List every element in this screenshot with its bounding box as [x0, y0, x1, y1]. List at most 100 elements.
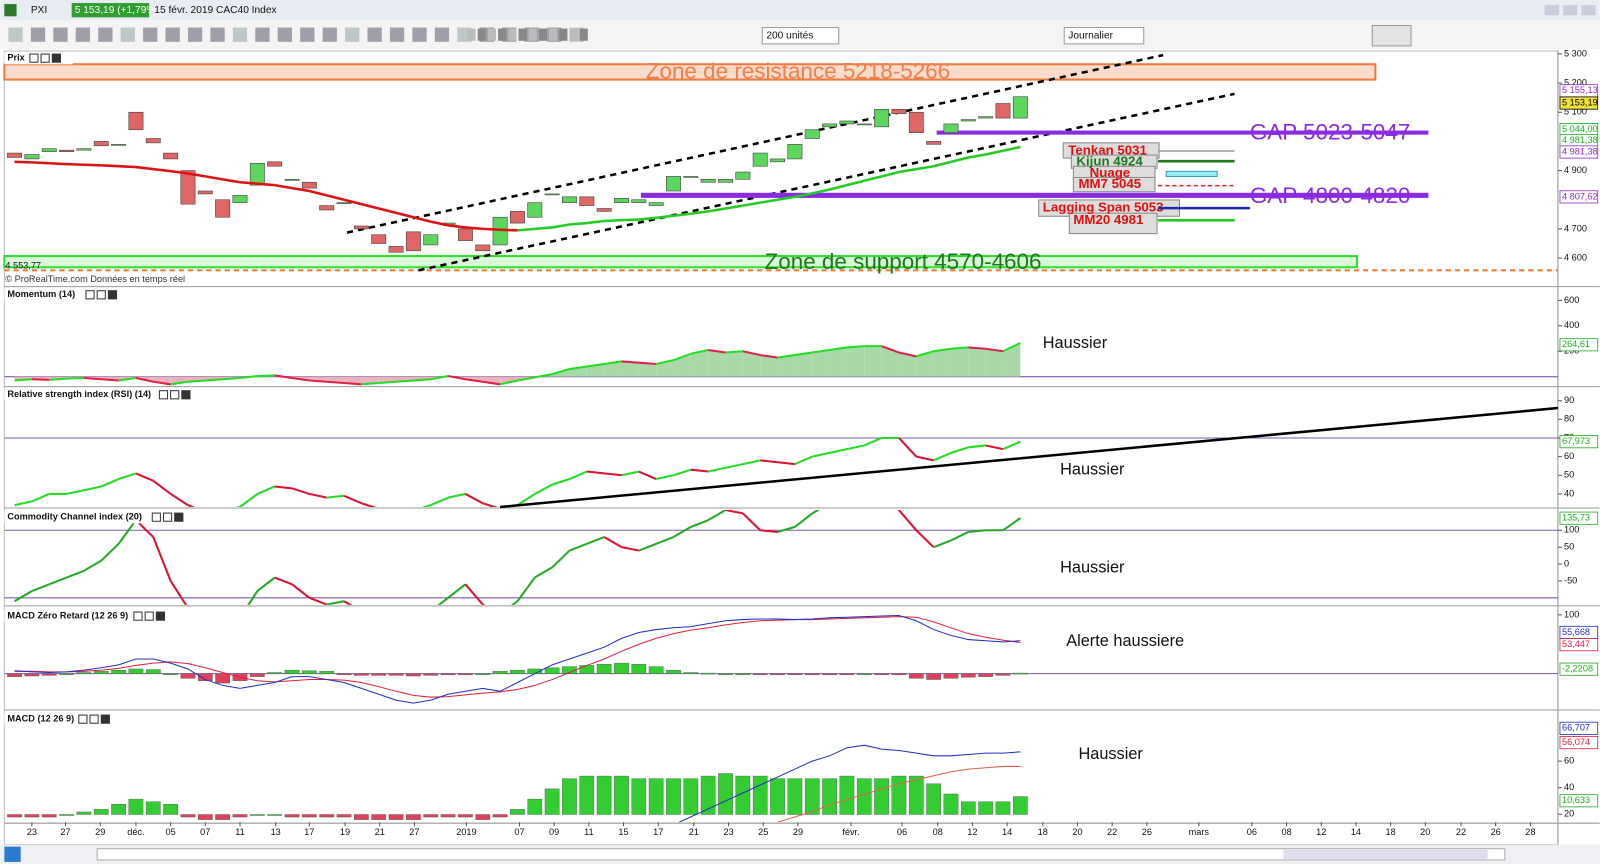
- line-segment: [49, 377, 67, 381]
- candle: [839, 120, 855, 125]
- trend-line: [418, 92, 1235, 272]
- histogram-bar: [874, 673, 889, 675]
- candle: [579, 196, 595, 206]
- candle: [856, 123, 872, 126]
- period[interactable]: Journalier: [1068, 30, 1113, 41]
- tool-button[interactable]: [30, 27, 46, 42]
- chart-type-button[interactable]: [1371, 24, 1412, 47]
- rsi-trend-line: [499, 406, 1559, 509]
- scroll-thumb[interactable]: [1283, 849, 1488, 859]
- tool-button[interactable]: [53, 27, 68, 42]
- panel-icon[interactable]: [100, 714, 110, 724]
- units[interactable]: 200 unités: [766, 30, 813, 41]
- symbol[interactable]: PXI: [31, 5, 47, 16]
- tool-button[interactable]: [322, 27, 337, 42]
- panel-title: Relative strength index (RSI) (14): [7, 389, 151, 399]
- histogram-bar: [267, 814, 283, 816]
- histogram-bar: [93, 671, 109, 674]
- window-button[interactable]: [1563, 5, 1578, 16]
- line-segment: [83, 485, 102, 492]
- panel-icon[interactable]: [181, 390, 191, 400]
- color-swatch[interactable]: [477, 28, 486, 41]
- color-swatch[interactable]: [569, 28, 578, 41]
- panel-icon[interactable]: [133, 611, 143, 621]
- scrollbar[interactable]: [96, 848, 1506, 861]
- period-select[interactable]: [1063, 27, 1145, 45]
- tool-button[interactable]: [120, 27, 135, 42]
- color-swatch[interactable]: [498, 28, 507, 41]
- histogram-bar: [510, 809, 525, 815]
- tool-button[interactable]: [232, 27, 248, 42]
- comment: Alerte haussiere: [1066, 632, 1184, 650]
- panel-icon[interactable]: [78, 714, 88, 724]
- window-button[interactable]: [1581, 5, 1596, 16]
- window-button[interactable]: [1544, 5, 1559, 16]
- panel-icon[interactable]: [158, 390, 169, 400]
- tool-button[interactable]: [165, 27, 180, 42]
- panel-icon[interactable]: [89, 714, 99, 724]
- color-swatch[interactable]: [487, 28, 497, 41]
- panel-icon[interactable]: [96, 290, 106, 300]
- tool-button[interactable]: [389, 27, 405, 42]
- line-segment: [361, 382, 379, 386]
- tool-button[interactable]: [300, 27, 315, 42]
- line-segment: [205, 378, 223, 382]
- line-segment: [395, 379, 414, 383]
- tool-button[interactable]: [210, 27, 225, 42]
- tool-button[interactable]: [412, 27, 427, 42]
- panel-icon[interactable]: [170, 390, 180, 400]
- histogram-bar: [770, 673, 785, 675]
- line-segment: [437, 597, 449, 605]
- candle: [197, 190, 213, 195]
- line-segment: [395, 211, 414, 219]
- line-segment: [291, 583, 310, 599]
- tool-button[interactable]: [367, 27, 382, 42]
- line-segment: [170, 380, 189, 386]
- tool-button[interactable]: [187, 27, 203, 42]
- panel-icon[interactable]: [40, 53, 50, 63]
- color-swatch[interactable]: [559, 28, 568, 41]
- color-swatch[interactable]: [528, 28, 537, 41]
- panel-icon[interactable]: [107, 290, 118, 300]
- tool-button[interactable]: [143, 27, 158, 42]
- color-swatch[interactable]: [538, 28, 548, 41]
- candle: [336, 202, 352, 204]
- tool-button[interactable]: [8, 27, 23, 42]
- panel-icon[interactable]: [155, 611, 166, 621]
- tool-button[interactable]: [434, 27, 450, 42]
- line-segment: [413, 216, 432, 223]
- panel-icon[interactable]: [85, 290, 95, 300]
- panel-icon[interactable]: [144, 611, 154, 621]
- share-button[interactable]: [4, 846, 21, 862]
- panel-icon[interactable]: [162, 512, 173, 522]
- line-segment: [274, 183, 293, 190]
- panel-icon[interactable]: [151, 512, 161, 522]
- color-swatch[interactable]: [518, 28, 527, 41]
- title-bar: [0, 0, 1600, 21]
- app-icon[interactable]: [4, 4, 17, 17]
- histogram-bar: [336, 814, 352, 818]
- tool-button[interactable]: [277, 27, 293, 42]
- line-segment: [898, 510, 918, 531]
- units-select[interactable]: [761, 27, 840, 45]
- candle: [960, 119, 976, 122]
- color-swatch[interactable]: [508, 28, 517, 41]
- line-segment: [326, 194, 345, 201]
- line-segment: [239, 493, 258, 507]
- line-segment: [222, 178, 241, 184]
- tool-button[interactable]: [255, 27, 270, 42]
- panel-icon[interactable]: [29, 53, 39, 63]
- line-segment: [586, 470, 605, 475]
- color-swatch[interactable]: [467, 28, 476, 41]
- histogram-bar: [388, 673, 404, 676]
- tool-button[interactable]: [75, 27, 91, 42]
- panel-icon[interactable]: [51, 53, 61, 63]
- tool-button[interactable]: [345, 27, 360, 42]
- line-segment: [500, 228, 518, 232]
- color-swatch[interactable]: [579, 28, 588, 41]
- histogram-bar: [180, 673, 196, 679]
- price-flag-label: 55,668: [1562, 627, 1590, 637]
- color-swatch[interactable]: [549, 28, 558, 41]
- tool-button[interactable]: [98, 27, 113, 42]
- panel-icon[interactable]: [174, 512, 184, 522]
